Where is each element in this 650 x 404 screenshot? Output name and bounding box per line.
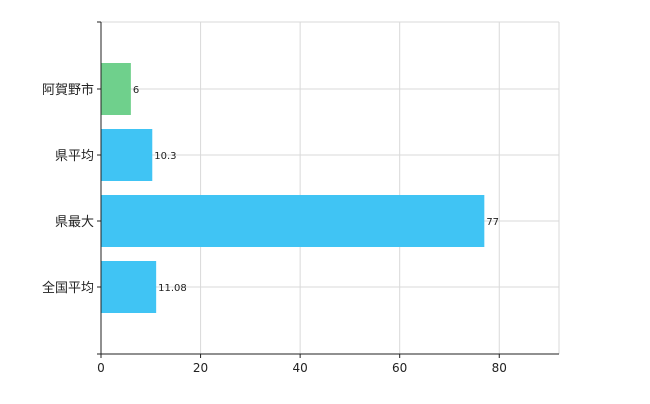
bar — [101, 129, 153, 181]
x-tick-label: 0 — [97, 361, 105, 375]
x-tick-label: 20 — [193, 361, 208, 375]
axis-layer — [97, 21, 559, 358]
bar-value-label: 10.3 — [154, 151, 176, 162]
x-tick-label: 40 — [292, 361, 307, 375]
x-tick-label: 80 — [492, 361, 507, 375]
bar-value-label: 6 — [133, 85, 139, 96]
bar-layer — [101, 63, 485, 313]
category-label: 県平均 — [55, 149, 94, 164]
bar-value-label: 77 — [486, 217, 499, 228]
category-label: 全国平均 — [42, 280, 94, 296]
bar-value-label: 11.08 — [158, 283, 187, 294]
x-tick-label: 60 — [392, 361, 407, 375]
grid-layer — [101, 21, 560, 354]
bar — [101, 63, 131, 115]
bar — [101, 195, 485, 247]
category-label: 阿賀野市 — [42, 82, 94, 98]
category-label: 県最大 — [55, 215, 94, 230]
bar — [101, 261, 157, 313]
